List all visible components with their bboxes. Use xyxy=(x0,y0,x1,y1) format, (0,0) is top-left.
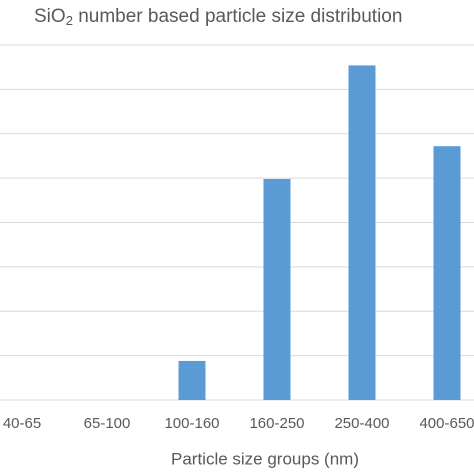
title-main: SiO xyxy=(34,6,66,27)
x-axis-title: Particle size groups (nm) xyxy=(171,449,359,468)
bar xyxy=(178,360,206,400)
title-rest: number based particle size distribution xyxy=(73,6,403,27)
x-tick-label: 65-100 xyxy=(84,415,131,432)
title-subscript: 2 xyxy=(66,13,73,28)
x-tick-label: 100-160 xyxy=(164,415,219,432)
x-tick-label: 40-65 xyxy=(3,415,41,432)
x-tick-label: 250-400 xyxy=(334,415,389,432)
bar xyxy=(263,179,291,400)
x-tick-label: 400-650 xyxy=(419,415,474,432)
x-tick-label: 160-250 xyxy=(249,415,304,432)
bar xyxy=(348,65,376,400)
chart-title: SiO2 number based particle size distribu… xyxy=(34,6,402,28)
bar xyxy=(433,146,461,400)
